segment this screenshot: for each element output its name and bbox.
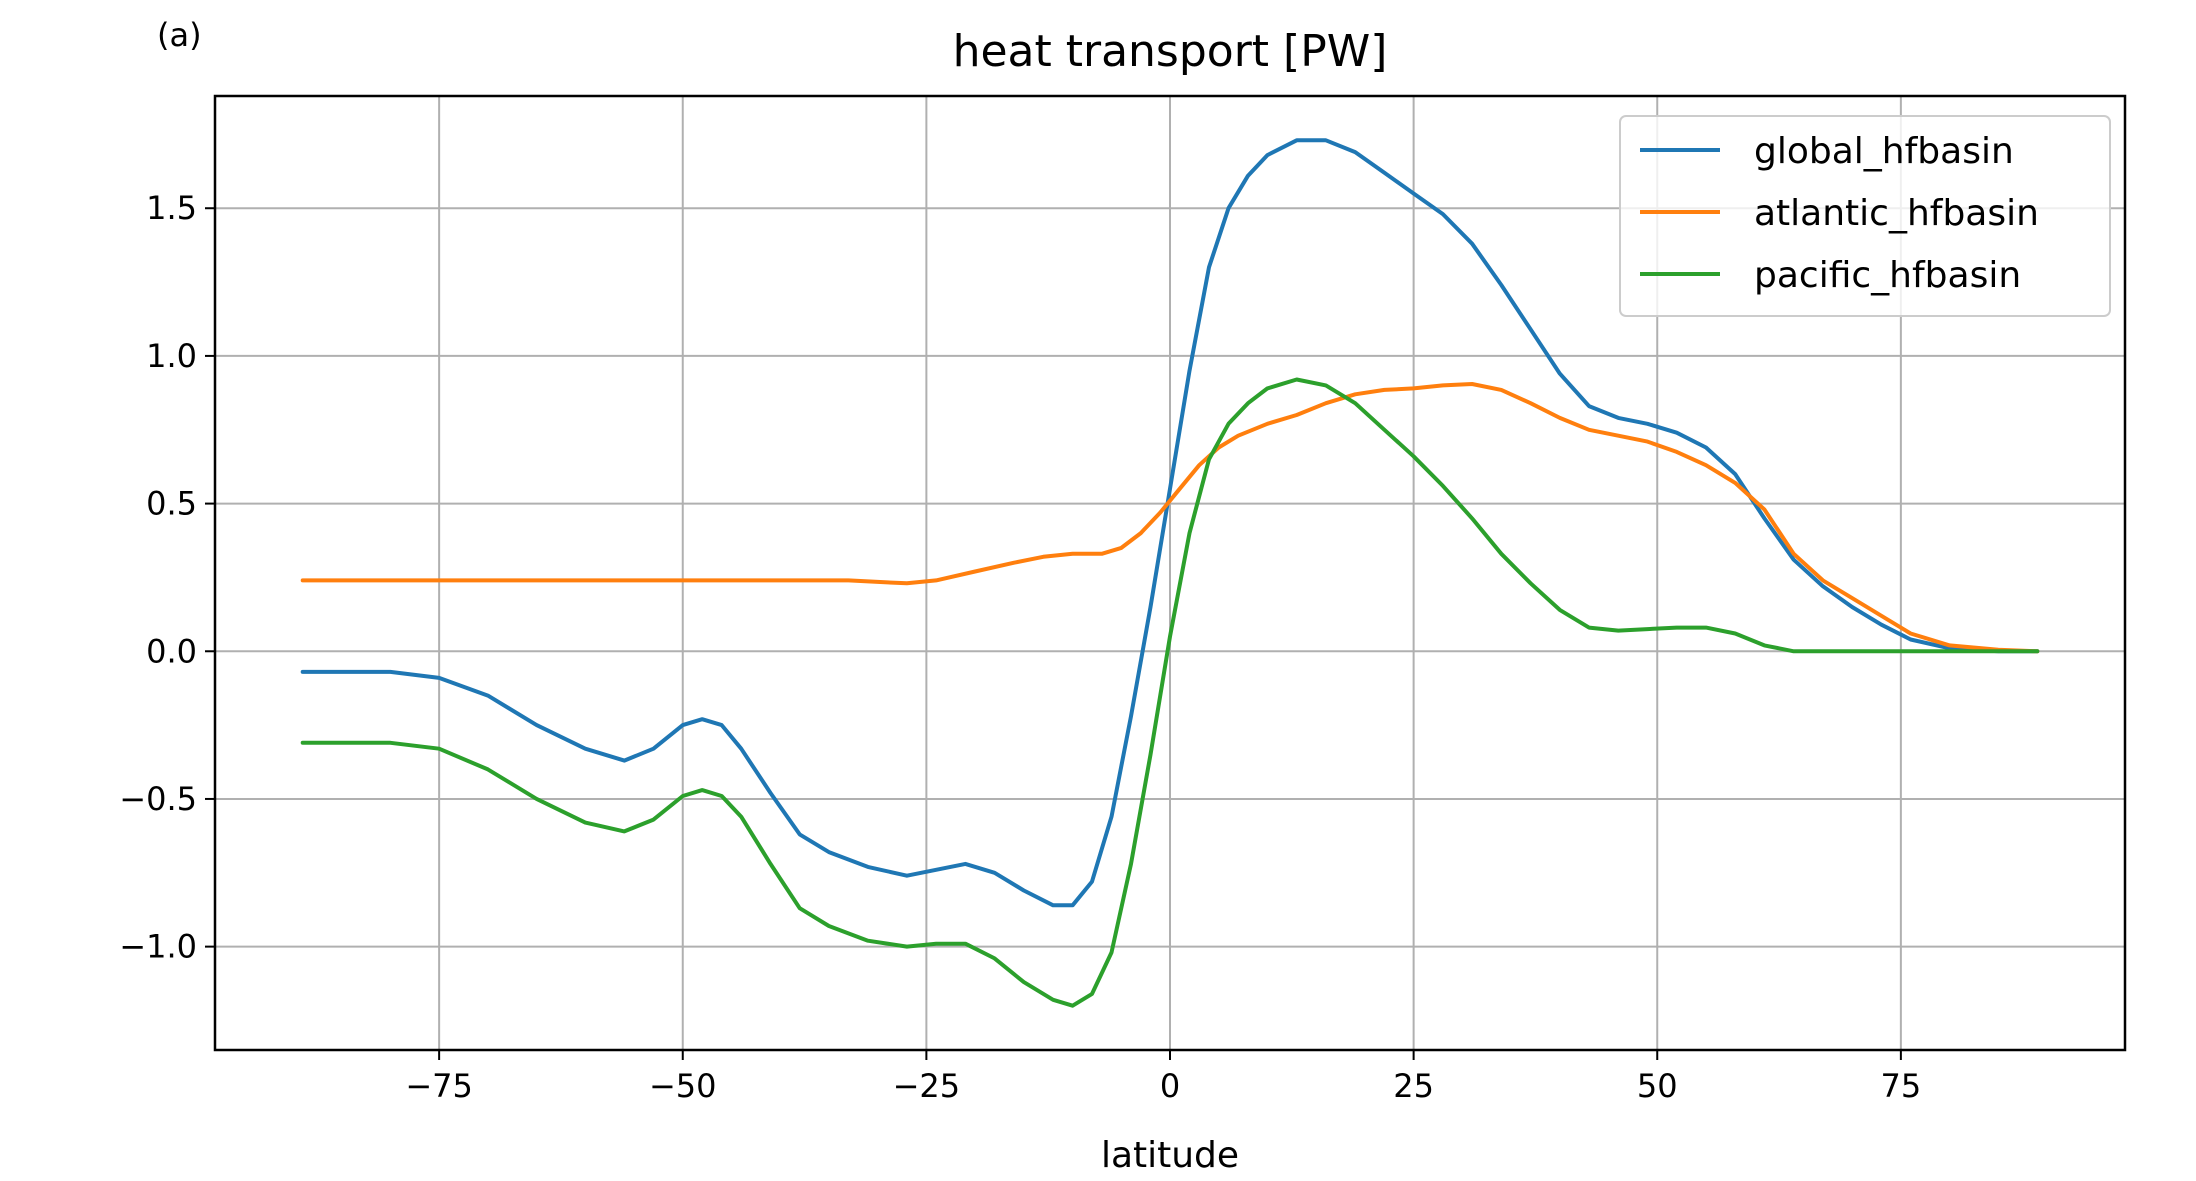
y-tick-label: 1.0	[146, 337, 197, 375]
y-tick-label: 0.5	[146, 485, 197, 523]
x-tick-label: −25	[893, 1067, 961, 1105]
y-tick-label: 0.0	[146, 632, 197, 670]
y-tick-label: −1.0	[119, 928, 197, 966]
y-axis-ticks: −1.0 −0.5 0.0 0.5 1.0 1.5	[119, 189, 215, 966]
x-tick-label: −75	[405, 1067, 473, 1105]
chart-title: heat transport [PW]	[953, 26, 1388, 77]
x-tick-label: 75	[1881, 1067, 1922, 1105]
legend-entry-label: global_hfbasin	[1754, 131, 2014, 172]
y-tick-label: 1.5	[146, 189, 197, 227]
legend-entry-label: pacific_hfbasin	[1754, 255, 2021, 296]
y-tick-label: −0.5	[119, 780, 197, 818]
x-axis-ticks: −75 −50 −25 0 25 50 75	[405, 1050, 1921, 1105]
x-tick-label: 50	[1637, 1067, 1678, 1105]
series-line-atlantic-hfbasin	[300, 382, 2040, 654]
series-line-global-hfbasin	[300, 138, 2040, 908]
x-tick-label: −50	[649, 1067, 717, 1105]
panel-label: (a)	[157, 16, 202, 54]
legend-entry-label: atlantic_hfbasin	[1754, 193, 2039, 234]
legend-box	[1619, 115, 2111, 317]
x-tick-label: 25	[1393, 1067, 1434, 1105]
series-line-pacific-hfbasin	[300, 377, 2040, 1008]
x-tick-label: 0	[1160, 1067, 1180, 1105]
x-axis-label: latitude	[1101, 1135, 1239, 1176]
series-layer	[300, 138, 2040, 1008]
legend: global_hfbasin atlantic_hfbasin pacific_hf…	[1619, 115, 2111, 317]
